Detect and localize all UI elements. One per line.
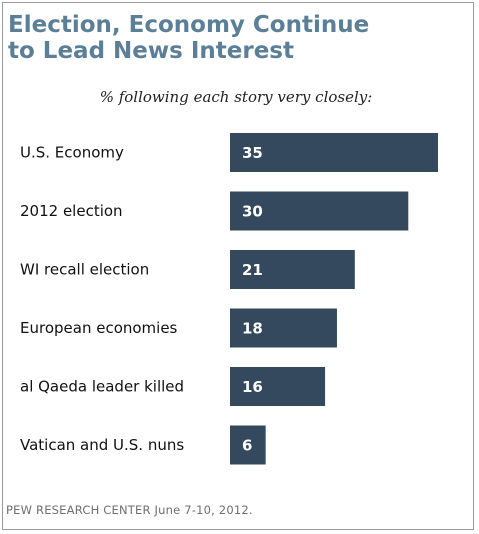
category-label: 2012 election <box>20 202 123 220</box>
category-label: al Qaeda leader killed <box>20 378 184 396</box>
chart-subtitle: % following each story very closely: <box>99 88 373 106</box>
bar <box>230 133 438 172</box>
value-label: 16 <box>242 378 263 396</box>
bar <box>230 425 266 465</box>
bar <box>230 250 355 289</box>
bar <box>230 191 409 231</box>
value-label: 18 <box>242 320 263 338</box>
value-label: 30 <box>242 203 263 221</box>
bar <box>230 367 326 406</box>
category-label: Vatican and U.S. nuns <box>20 436 184 454</box>
source-note: PEW RESEARCH CENTER June 7-10, 2012. <box>6 503 253 517</box>
bar <box>230 308 337 348</box>
category-label: U.S. Economy <box>20 144 124 162</box>
value-label: 21 <box>242 261 263 279</box>
category-label: WI recall election <box>20 261 149 279</box>
category-label: European economies <box>20 319 178 337</box>
chart-title: Election, Economy Continue to Lead News … <box>8 12 370 64</box>
value-label: 35 <box>242 144 263 162</box>
value-label: 6 <box>242 437 252 455</box>
